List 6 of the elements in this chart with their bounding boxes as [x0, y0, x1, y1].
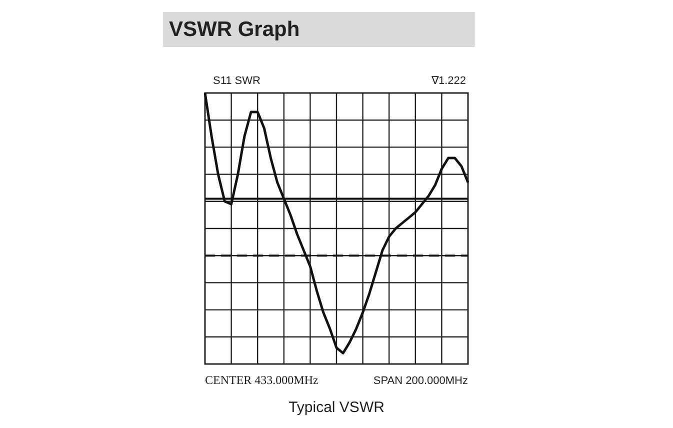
x-axis-title: Typical VSWR	[288, 399, 385, 416]
chart-title: VSWR Graph	[163, 12, 475, 47]
text: S11 SWR	[213, 75, 261, 87]
text: SPAN 200.000MHz	[373, 375, 468, 387]
text: CENTER 433.000MHz	[205, 373, 318, 387]
text: ∇1.222	[430, 75, 466, 87]
